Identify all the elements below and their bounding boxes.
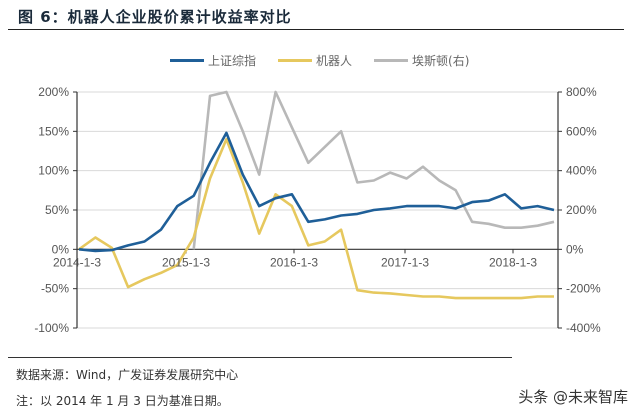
chart-legend: 上证综指 机器人 埃斯顿(右) [170,52,469,69]
svg-text:200%: 200% [566,203,597,217]
svg-text:2015-1-3: 2015-1-3 [162,255,210,269]
series-lines [78,90,555,300]
axes [73,91,562,329]
svg-text:2018-1-3: 2018-1-3 [489,255,537,269]
svg-text:-200%: -200% [566,282,601,296]
legend-label: 机器人 [316,54,353,68]
legend-label: 上证综指 [208,54,257,68]
footer-divider [8,357,512,358]
svg-text:2016-1-3: 2016-1-3 [270,255,318,269]
svg-text:-50%: -50% [41,282,69,296]
legend-item-shanghai: 上证综指 [170,52,256,69]
legend-item-robot: 机器人 [278,52,352,69]
svg-text:150%: 150% [38,124,69,138]
svg-text:0%: 0% [52,242,70,256]
svg-text:2014-1-3: 2014-1-3 [53,255,101,269]
footnote: 注：以 2014 年 1 月 3 日为基准日期。 [16,394,229,408]
svg-text:200%: 200% [38,85,69,99]
title-divider [8,29,624,30]
legend-label: 埃斯顿(右) [412,54,470,68]
watermark: 头条 @未来智库 [518,388,628,406]
data-source: 数据来源：Wind，广发证券发展研究中心 [16,368,239,382]
legend-swatch-blue [170,59,204,62]
svg-text:-100%: -100% [34,321,69,335]
tick-labels: 200% 150% 100% 50% 0% -50% -100% 800% 600% 400% 20… [34,85,601,335]
svg-text:600%: 600% [566,124,597,138]
page-title: 图 6：机器人企业股价累计收益率对比 [18,8,292,26]
gridlines [77,91,558,329]
svg-text:800%: 800% [566,85,597,99]
line-chart: 200% 150% 100% 50% 0% -50% -100% 800% 600% 400% 20… [34,85,601,335]
svg-text:400%: 400% [566,164,597,178]
svg-text:-400%: -400% [566,321,601,335]
legend-item-estun: 埃斯顿(右) [374,52,469,69]
legend-swatch-yellow [278,59,313,62]
svg-text:0%: 0% [566,242,584,256]
svg-text:50%: 50% [45,203,69,217]
svg-text:2017-1-3: 2017-1-3 [381,255,429,269]
svg-text:100%: 100% [38,164,69,178]
legend-swatch-gray [374,59,409,62]
